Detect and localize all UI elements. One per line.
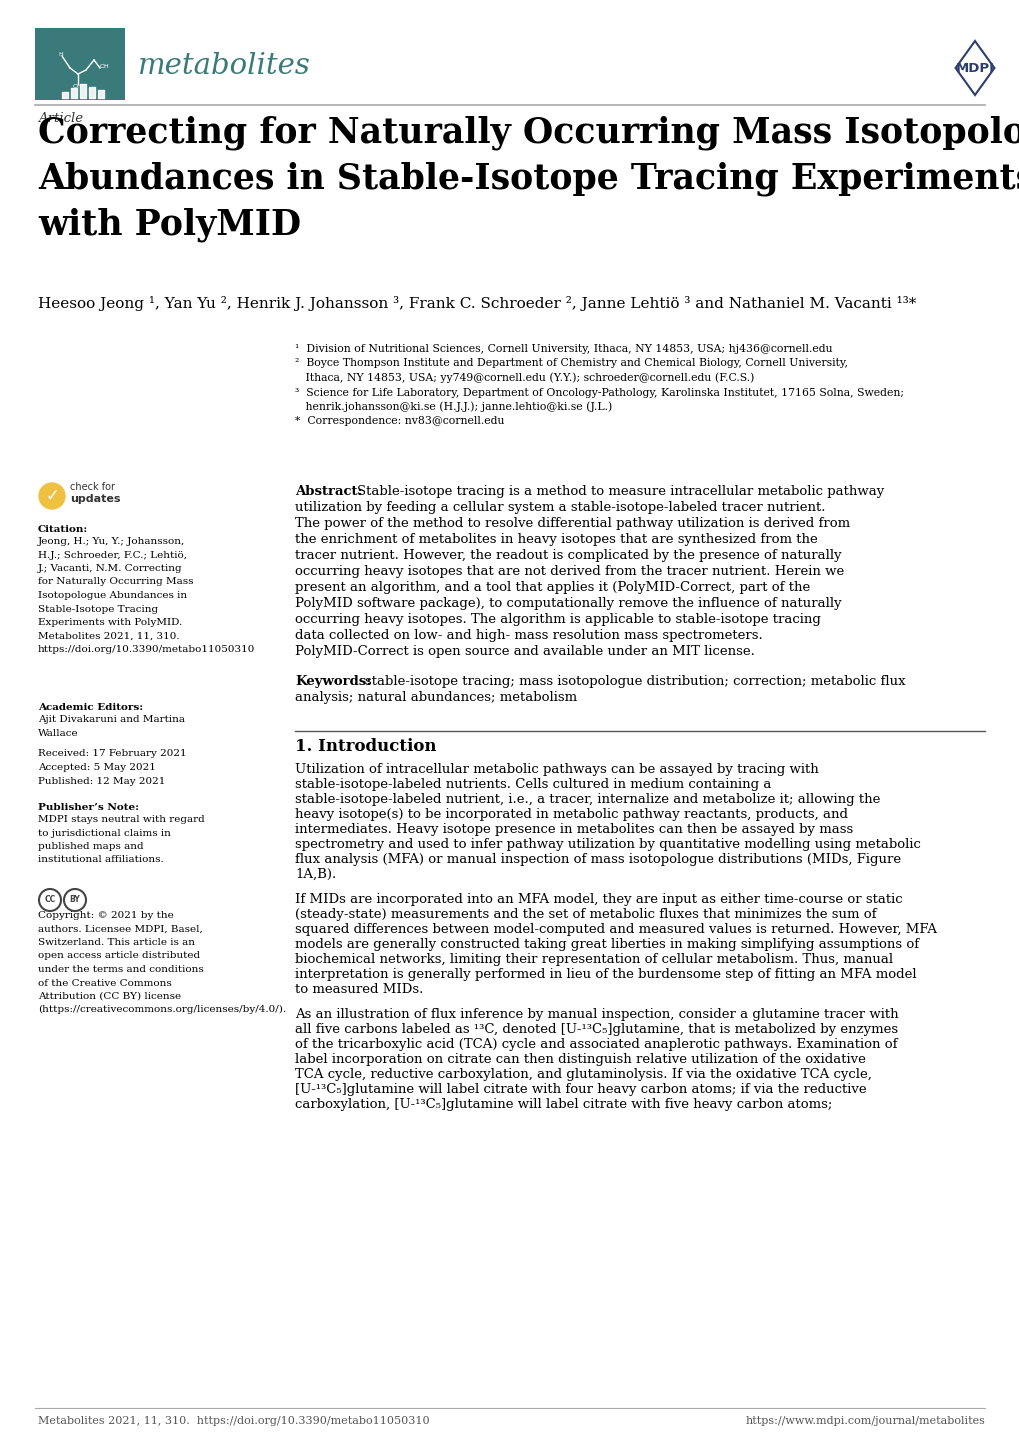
Text: stable-isotope tracing; mass isotopologue distribution; correction; metabolic fl: stable-isotope tracing; mass isotopologu… xyxy=(365,675,905,688)
Text: flux analysis (MFA) or manual inspection of mass isotopologue distributions (MID: flux analysis (MFA) or manual inspection… xyxy=(294,854,900,867)
Text: MDPI: MDPI xyxy=(955,62,994,75)
Text: open access article distributed: open access article distributed xyxy=(38,952,200,960)
Text: Citation:: Citation: xyxy=(38,525,89,534)
Text: for Naturally Occurring Mass: for Naturally Occurring Mass xyxy=(38,577,194,587)
Text: analysis; natural abundances; metabolism: analysis; natural abundances; metabolism xyxy=(294,691,577,704)
Text: institutional affiliations.: institutional affiliations. xyxy=(38,855,164,865)
Text: with PolyMID: with PolyMID xyxy=(38,208,301,242)
Text: *  Correspondence: nv83@cornell.edu: * Correspondence: nv83@cornell.edu xyxy=(294,417,504,427)
Text: heavy isotope(s) to be incorporated in metabolic pathway reactants, products, an: heavy isotope(s) to be incorporated in m… xyxy=(294,808,847,820)
Text: to measured MIDs.: to measured MIDs. xyxy=(294,983,423,996)
Text: https://www.mdpi.com/journal/metabolites: https://www.mdpi.com/journal/metabolites xyxy=(745,1416,984,1426)
Text: Ithaca, NY 14853, USA; yy749@cornell.edu (Y.Y.); schroeder@cornell.edu (F.C.S.): Ithaca, NY 14853, USA; yy749@cornell.edu… xyxy=(294,372,754,384)
Text: ³  Science for Life Laboratory, Department of Oncology-Pathology, Karolinska Ins: ³ Science for Life Laboratory, Departmen… xyxy=(294,388,903,398)
Text: squared differences between model-computed and measured values is returned. Howe: squared differences between model-comput… xyxy=(294,923,936,936)
Text: J.; Vacanti, N.M. Correcting: J.; Vacanti, N.M. Correcting xyxy=(38,564,182,572)
Text: 1A,B).: 1A,B). xyxy=(294,868,336,881)
Text: spectrometry and used to infer pathway utilization by quantitative modelling usi: spectrometry and used to infer pathway u… xyxy=(294,838,920,851)
Text: utilization by feeding a cellular system a stable-isotope-labeled tracer nutrien: utilization by feeding a cellular system… xyxy=(294,500,824,513)
Text: occurring heavy isotopes that are not derived from the tracer nutrient. Herein w: occurring heavy isotopes that are not de… xyxy=(294,565,844,578)
Text: The power of the method to resolve differential pathway utilization is derived f: The power of the method to resolve diffe… xyxy=(294,518,849,531)
Text: Abundances in Stable-Isotope Tracing Experiments: Abundances in Stable-Isotope Tracing Exp… xyxy=(38,162,1019,196)
Text: biochemical networks, limiting their representation of cellular metabolism. Thus: biochemical networks, limiting their rep… xyxy=(294,953,893,966)
Text: carboxylation, [U-¹³C₅]glutamine will label citrate with five heavy carbon atoms: carboxylation, [U-¹³C₅]glutamine will la… xyxy=(294,1097,832,1110)
Text: (steady-state) measurements and the set of metabolic fluxes that minimizes the s: (steady-state) measurements and the set … xyxy=(294,908,875,921)
Text: all five carbons labeled as ¹³C, denoted [U-¹³C₅]glutamine, that is metabolized : all five carbons labeled as ¹³C, denoted… xyxy=(294,1022,898,1035)
Text: ✓: ✓ xyxy=(45,487,59,505)
Text: updates: updates xyxy=(70,495,120,505)
Text: Ajit Divakaruni and Martina: Ajit Divakaruni and Martina xyxy=(38,715,184,724)
Text: of the Creative Commons: of the Creative Commons xyxy=(38,979,171,988)
Text: Isotopologue Abundances in: Isotopologue Abundances in xyxy=(38,591,186,600)
Text: under the terms and conditions: under the terms and conditions xyxy=(38,965,204,973)
Text: https://doi.org/10.3390/metabo11050310: https://doi.org/10.3390/metabo11050310 xyxy=(38,645,255,655)
Text: Utilization of intracellular metabolic pathways can be assayed by tracing with: Utilization of intracellular metabolic p… xyxy=(294,763,818,776)
Circle shape xyxy=(39,483,65,509)
Text: interpretation is generally performed in lieu of the burdensome step of fitting : interpretation is generally performed in… xyxy=(294,968,916,981)
Text: check for: check for xyxy=(70,482,115,492)
Text: Jeong, H.; Yu, Y.; Johansson,: Jeong, H.; Yu, Y.; Johansson, xyxy=(38,536,185,547)
Text: PolyMID-Correct is open source and available under an MIT license.: PolyMID-Correct is open source and avail… xyxy=(294,645,754,658)
Text: authors. Licensee MDPI, Basel,: authors. Licensee MDPI, Basel, xyxy=(38,924,203,933)
Text: 1. Introduction: 1. Introduction xyxy=(294,738,436,756)
Text: As an illustration of flux inference by manual inspection, consider a glutamine : As an illustration of flux inference by … xyxy=(294,1008,898,1021)
Text: published maps and: published maps and xyxy=(38,842,144,851)
Text: metabolites: metabolites xyxy=(138,52,311,79)
Text: stable-isotope-labeled nutrient, i.e., a tracer, internalize and metabolize it; : stable-isotope-labeled nutrient, i.e., a… xyxy=(294,793,879,806)
Text: data collected on low- and high- mass resolution mass spectrometers.: data collected on low- and high- mass re… xyxy=(294,629,762,642)
Text: the enrichment of metabolites in heavy isotopes that are synthesized from the: the enrichment of metabolites in heavy i… xyxy=(294,534,817,547)
Text: Received: 17 February 2021: Received: 17 February 2021 xyxy=(38,748,186,758)
Text: Experiments with PolyMID.: Experiments with PolyMID. xyxy=(38,619,182,627)
Text: (https://creativecommons.org/licenses/by/4.0/).: (https://creativecommons.org/licenses/by… xyxy=(38,1005,286,1015)
Text: OH: OH xyxy=(73,84,83,89)
Text: BY: BY xyxy=(69,895,81,904)
Text: Abstract:: Abstract: xyxy=(294,485,362,497)
Text: [U-¹³C₅]glutamine will label citrate with four heavy carbon atoms; if via the re: [U-¹³C₅]glutamine will label citrate wit… xyxy=(294,1083,866,1096)
Text: MDPI stays neutral with regard: MDPI stays neutral with regard xyxy=(38,815,205,823)
Text: Heesoo Jeong ¹, Yan Yu ², Henrik J. Johansson ³, Frank C. Schroeder ², Janne Leh: Heesoo Jeong ¹, Yan Yu ², Henrik J. Joha… xyxy=(38,296,915,311)
FancyBboxPatch shape xyxy=(35,27,125,99)
Text: label incorporation on citrate can then distinguish relative utilization of the : label incorporation on citrate can then … xyxy=(294,1053,865,1066)
Text: Stable-isotope tracing is a method to measure intracellular metabolic pathway: Stable-isotope tracing is a method to me… xyxy=(357,485,883,497)
Text: Attribution (CC BY) license: Attribution (CC BY) license xyxy=(38,992,181,1001)
Text: Accepted: 5 May 2021: Accepted: 5 May 2021 xyxy=(38,763,156,771)
Text: models are generally constructed taking great liberties in making simplifying as: models are generally constructed taking … xyxy=(294,937,918,952)
Text: Article: Article xyxy=(38,112,83,125)
Text: H: H xyxy=(58,52,63,58)
Text: present an algorithm, and a tool that applies it (PolyMID-Correct, part of the: present an algorithm, and a tool that ap… xyxy=(294,581,809,594)
Text: Metabolites 2021, 11, 310.: Metabolites 2021, 11, 310. xyxy=(38,632,179,640)
Text: Stable-Isotope Tracing: Stable-Isotope Tracing xyxy=(38,604,158,613)
Text: H.J.; Schroeder, F.C.; Lehtiö,: H.J.; Schroeder, F.C.; Lehtiö, xyxy=(38,551,186,559)
Text: Metabolites 2021, 11, 310.  https://doi.org/10.3390/metabo11050310: Metabolites 2021, 11, 310. https://doi.o… xyxy=(38,1416,429,1426)
Text: Keywords:: Keywords: xyxy=(294,675,371,688)
Text: intermediates. Heavy isotope presence in metabolites can then be assayed by mass: intermediates. Heavy isotope presence in… xyxy=(294,823,853,836)
Text: Wallace: Wallace xyxy=(38,728,78,737)
Text: Copyright: © 2021 by the: Copyright: © 2021 by the xyxy=(38,911,173,920)
Text: TCA cycle, reductive carboxylation, and glutaminolysis. If via the oxidative TCA: TCA cycle, reductive carboxylation, and … xyxy=(294,1069,871,1082)
Text: Academic Editors:: Academic Editors: xyxy=(38,704,143,712)
Text: stable-isotope-labeled nutrients. Cells cultured in medium containing a: stable-isotope-labeled nutrients. Cells … xyxy=(294,779,770,792)
Text: occurring heavy isotopes. The algorithm is applicable to stable-isotope tracing: occurring heavy isotopes. The algorithm … xyxy=(294,613,820,626)
Text: of the tricarboxylic acid (TCA) cycle and associated anaplerotic pathways. Exami: of the tricarboxylic acid (TCA) cycle an… xyxy=(294,1038,897,1051)
Text: CC: CC xyxy=(45,895,56,904)
Text: Switzerland. This article is an: Switzerland. This article is an xyxy=(38,937,195,947)
Text: ²  Boyce Thompson Institute and Department of Chemistry and Chemical Biology, Co: ² Boyce Thompson Institute and Departmen… xyxy=(294,359,847,369)
Text: ¹  Division of Nutritional Sciences, Cornell University, Ithaca, NY 14853, USA; : ¹ Division of Nutritional Sciences, Corn… xyxy=(294,345,832,353)
Text: PolyMID software package), to computationally remove the influence of naturally: PolyMID software package), to computatio… xyxy=(294,597,841,610)
Text: OH: OH xyxy=(100,63,110,69)
Text: tracer nutrient. However, the readout is complicated by the presence of naturall: tracer nutrient. However, the readout is… xyxy=(294,549,841,562)
Text: Published: 12 May 2021: Published: 12 May 2021 xyxy=(38,777,165,786)
Text: to jurisdictional claims in: to jurisdictional claims in xyxy=(38,829,171,838)
Text: Publisher’s Note:: Publisher’s Note: xyxy=(38,803,139,812)
Text: If MIDs are incorporated into an MFA model, they are input as either time-course: If MIDs are incorporated into an MFA mod… xyxy=(294,893,902,906)
Text: henrik.johansson@ki.se (H.J.J.); janne.lehtio@ki.se (J.L.): henrik.johansson@ki.se (H.J.J.); janne.l… xyxy=(294,401,611,412)
Text: Correcting for Naturally Occurring Mass Isotopologue: Correcting for Naturally Occurring Mass … xyxy=(38,115,1019,150)
